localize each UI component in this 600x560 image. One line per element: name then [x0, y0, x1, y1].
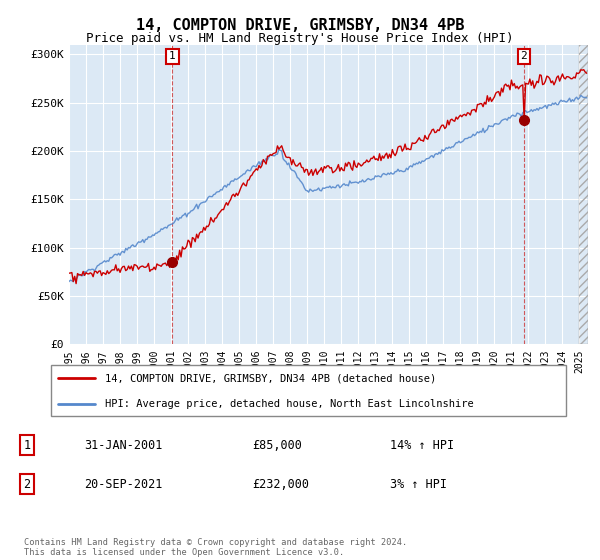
Text: 2: 2: [23, 478, 31, 491]
Text: Contains HM Land Registry data © Crown copyright and database right 2024.
This d: Contains HM Land Registry data © Crown c…: [24, 538, 407, 557]
Text: 3% ↑ HPI: 3% ↑ HPI: [390, 478, 447, 491]
Text: 1: 1: [23, 438, 31, 452]
FancyBboxPatch shape: [50, 365, 566, 416]
Text: Price paid vs. HM Land Registry's House Price Index (HPI): Price paid vs. HM Land Registry's House …: [86, 32, 514, 45]
Text: HPI: Average price, detached house, North East Lincolnshire: HPI: Average price, detached house, Nort…: [106, 399, 474, 409]
Text: £232,000: £232,000: [252, 478, 309, 491]
Text: 31-JAN-2001: 31-JAN-2001: [84, 438, 163, 452]
Text: 14% ↑ HPI: 14% ↑ HPI: [390, 438, 454, 452]
Text: 2: 2: [520, 52, 527, 62]
Text: 14, COMPTON DRIVE, GRIMSBY, DN34 4PB: 14, COMPTON DRIVE, GRIMSBY, DN34 4PB: [136, 18, 464, 33]
Text: 1: 1: [169, 52, 176, 62]
Text: 14, COMPTON DRIVE, GRIMSBY, DN34 4PB (detached house): 14, COMPTON DRIVE, GRIMSBY, DN34 4PB (de…: [106, 374, 437, 384]
Text: £85,000: £85,000: [252, 438, 302, 452]
Text: 20-SEP-2021: 20-SEP-2021: [84, 478, 163, 491]
